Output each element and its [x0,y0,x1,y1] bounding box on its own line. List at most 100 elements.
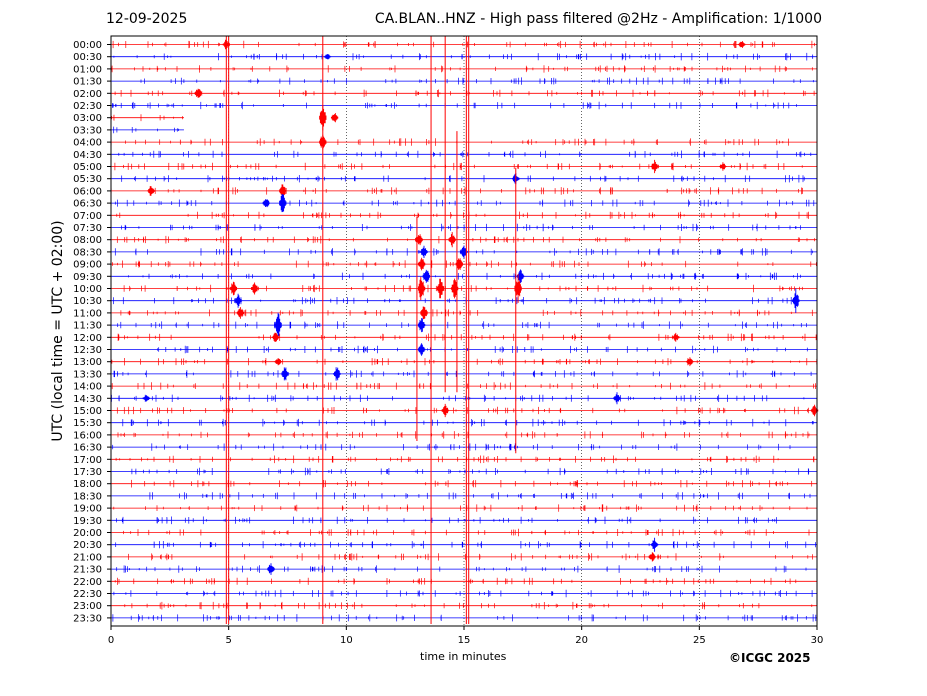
x-tick-label: 0 [108,635,114,646]
x-tick-label: 20 [575,635,588,646]
y-tick-label: 15:00 [73,406,102,417]
event-mark [420,306,428,320]
event-mark [323,54,332,60]
trace-noise [120,309,813,317]
y-tick-label: 18:00 [73,479,102,490]
y-tick-label: 09:00 [73,260,102,271]
x-tick-labels: 0 5 10 15 20 25 30 [108,626,823,646]
trace-noise [113,52,814,61]
trace-noise [131,479,813,488]
event-mark [417,318,426,333]
trace-noise [112,443,791,451]
event-mark [422,269,430,283]
trace-noise [111,394,805,402]
trace-noise [123,528,818,537]
trace-noise [113,370,812,378]
trace-noise [122,418,814,427]
trace-noise [115,540,816,549]
event-mark [686,357,694,367]
y-tick-label: 22:00 [73,577,102,588]
trace-noise [113,126,179,134]
event-mark [194,88,202,98]
y-tick-label: 02:30 [73,101,102,112]
y-tick-label: 07:30 [73,223,102,234]
trace-noise [131,467,810,476]
x-tick-label: 25 [693,635,706,646]
trace-noise [118,150,812,159]
y-tick-label: 01:30 [73,77,102,88]
x-tick-label: 15 [458,635,471,646]
trace-noise [110,138,789,146]
spike-lines [225,36,517,624]
y-tick-label: 12:00 [73,333,102,344]
trace-noise [117,431,810,439]
event-mark [420,245,428,258]
event-mark [792,288,800,313]
event-mark [142,395,150,402]
x-axis-label: time in minutes [420,650,507,663]
event-mark [250,282,259,295]
event-mark [330,113,339,123]
y-tick-label: 16:30 [73,443,102,454]
y-axis-label: UTC (local time = UTC + 02:00) [50,220,66,442]
event-mark [147,186,155,196]
event-mark [274,358,282,366]
event-mark [417,276,426,301]
event-mark [234,293,242,308]
trace-noise [111,65,813,73]
y-tick-label: 06:00 [73,186,102,197]
trace-noise [128,272,801,280]
event-mark [333,367,341,381]
y-tick-label: 19:30 [73,516,102,527]
y-tick-label: 11:30 [73,321,102,332]
event-mark [738,41,746,48]
event-mark [613,392,621,405]
copyright-notice: ©ICGC 2025 [729,651,811,665]
y-tick-label: 02:00 [73,89,102,100]
trace-noise [117,321,807,329]
trace-noise [114,162,818,171]
y-tick-label: 20:30 [73,540,102,551]
y-tick-label: 06:30 [73,199,102,210]
y-tick-label: 18:30 [73,491,102,502]
y-tick-label: 03:30 [73,125,102,136]
y-tick-label: 10:30 [73,296,102,307]
event-mark [281,367,289,381]
y-tick-label: 16:00 [73,430,102,441]
y-tick-label: 08:30 [73,247,102,258]
event-mark [650,159,659,174]
trace-noise [116,211,809,219]
trace-noise [114,248,813,256]
trace-noise [112,101,797,110]
trace-noise [121,223,801,232]
x-tick-label: 10 [340,635,353,646]
event-mark [236,307,245,319]
y-tick-label: 21:00 [73,552,102,563]
trace-noise [111,382,816,390]
trace-noise [128,553,813,561]
y-tick-label: 13:30 [73,369,102,380]
event-mark [262,199,270,208]
y-tick-label: 05:30 [73,174,102,185]
trace-noise [116,565,807,573]
y-tick-label: 04:30 [73,150,102,161]
y-tick-label: 05:00 [73,162,102,173]
trace-noise [121,174,805,183]
event-mark [229,281,238,296]
event-mark [417,257,426,271]
trace-noise [112,614,817,622]
trace-noise [114,89,815,98]
y-tick-label: 09:30 [73,272,102,283]
event-mark [417,343,426,356]
y-tick-label: 14:00 [73,382,102,393]
plot-title: CA.BLAN..HNZ - High pass filtered @2Hz -… [374,11,822,27]
event-marks [142,39,819,575]
y-tick-label: 03:00 [73,113,102,124]
event-mark [448,232,456,248]
trace-noise [112,260,817,268]
event-mark [441,403,449,418]
event-mark [650,537,659,552]
y-tick-label: 17:00 [73,455,102,466]
